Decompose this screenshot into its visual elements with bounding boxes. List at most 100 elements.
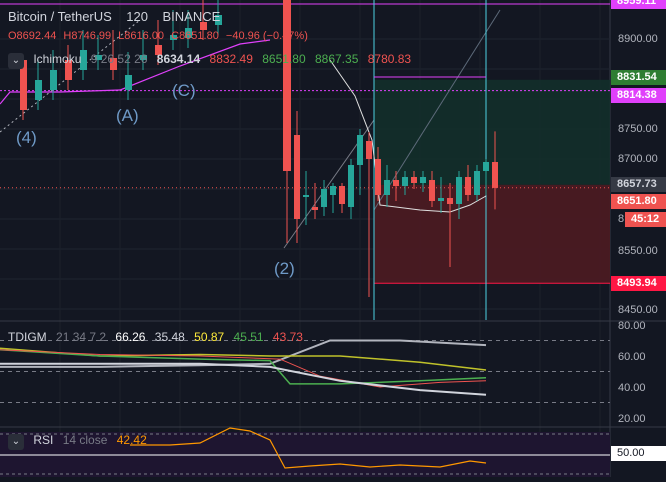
tdigm-axis-60: 60.00 bbox=[618, 351, 646, 363]
candle-body bbox=[140, 55, 147, 60]
wave-label-4: (4) bbox=[16, 128, 37, 147]
candle-body bbox=[125, 75, 132, 90]
candle-body bbox=[185, 28, 192, 38]
candle-body bbox=[411, 177, 417, 183]
tdigm-params: 21 34 7 2 bbox=[56, 330, 107, 344]
candle-body bbox=[429, 180, 435, 201]
ichimoku-v2: 8832.49 bbox=[209, 52, 253, 66]
price-tag-top: 8959.11 bbox=[611, 0, 666, 9]
rsi-legend[interactable]: ⌄ RSI 14 close 42.42 bbox=[8, 433, 153, 450]
ohlc-high: H8746.99 bbox=[63, 30, 112, 42]
chevron-down-icon[interactable]: ⌄ bbox=[8, 434, 24, 450]
candle-body bbox=[474, 171, 480, 195]
tdigm-v1: 66.26 bbox=[115, 330, 146, 344]
symbol-name: Bitcoin / TetherUS bbox=[8, 9, 112, 24]
wave-label-c: (C) bbox=[172, 81, 196, 100]
ichimoku-legend[interactable]: ⌄ Ichimoku 9 26 52 26 8634.14 8832.49 86… bbox=[8, 52, 417, 69]
axis-label-8450: 8450.00 bbox=[618, 304, 658, 316]
candle-body bbox=[339, 186, 345, 204]
ohlc-close: C8651.80 bbox=[171, 30, 219, 42]
interval-label[interactable]: 120 bbox=[126, 9, 148, 24]
candle-body bbox=[348, 165, 354, 207]
rsi-params: 14 close bbox=[62, 433, 108, 447]
price-tag-green: 8831.54 bbox=[611, 70, 666, 85]
wave-label-2: (2) bbox=[274, 259, 295, 278]
axis-label-8700: 8700.00 bbox=[618, 153, 658, 165]
trend-line-proj bbox=[373, 9, 501, 211]
price-tag-last: 8651.80 bbox=[611, 194, 666, 209]
candle-body bbox=[456, 177, 462, 204]
candle-body bbox=[35, 80, 42, 100]
ichimoku-params: 9 26 52 26 bbox=[90, 52, 148, 66]
tdigm-v5: 43.73 bbox=[272, 330, 303, 344]
candle-body bbox=[357, 135, 363, 165]
axis-label-8900: 8900.00 bbox=[618, 33, 658, 45]
candle-body bbox=[283, 0, 291, 171]
wave-label-a: (A) bbox=[116, 106, 139, 125]
candle-body bbox=[215, 15, 222, 25]
rsi-value: 42.42 bbox=[116, 433, 147, 447]
tdigm-v3: 50.87 bbox=[194, 330, 225, 344]
candle-body bbox=[393, 180, 399, 186]
candle-body bbox=[20, 60, 27, 110]
candle-body bbox=[110, 58, 117, 70]
tdigm-signal-red bbox=[0, 349, 487, 388]
candle-body bbox=[303, 195, 309, 197]
tdigm-axis-40: 40.00 bbox=[618, 382, 646, 394]
price-tag-magenta: 8814.38 bbox=[611, 88, 666, 103]
candle-body bbox=[447, 198, 453, 204]
candle-body bbox=[465, 177, 471, 195]
candle-body bbox=[65, 60, 72, 80]
candle-body bbox=[170, 35, 177, 40]
candle-body bbox=[321, 189, 327, 207]
price-tag-current: 8657.73 bbox=[611, 177, 666, 192]
axis-label-8750: 8750.00 bbox=[618, 123, 658, 135]
tdigm-legend[interactable]: TDIGM 21 34 7 2 66.26 35.48 50.87 45.51 … bbox=[8, 330, 309, 344]
axis-label-8600: 8 bbox=[618, 213, 625, 225]
candle-body bbox=[95, 55, 102, 60]
loss-zone bbox=[374, 184, 610, 284]
tdigm-upper-band bbox=[0, 339, 487, 368]
ohlc-low: L8616.00 bbox=[118, 30, 165, 42]
ichimoku-v3: 8651.80 bbox=[262, 52, 306, 66]
ichimoku-tenkan bbox=[329, 59, 487, 213]
tdigm-name[interactable]: TDIGM bbox=[8, 330, 47, 344]
rsi-line bbox=[130, 427, 487, 469]
chevron-down-icon[interactable]: ⌄ bbox=[8, 53, 24, 69]
candle-body bbox=[155, 45, 162, 55]
ichimoku-v5: 8780.83 bbox=[367, 52, 412, 66]
ohlc-readout: O8692.44 H8746.99 L8616.00 C8651.80 −40.… bbox=[8, 30, 312, 42]
tdigm-signal-green bbox=[0, 349, 487, 385]
tdigm-v2: 35.48 bbox=[154, 330, 185, 344]
tdigm-axis-80: 80.00 bbox=[618, 320, 646, 332]
rsi-axis-50: 50.00 bbox=[611, 446, 666, 461]
candle-body bbox=[375, 159, 381, 195]
exchange-label: BINANCE bbox=[162, 9, 221, 24]
rsi-name[interactable]: RSI bbox=[33, 433, 54, 447]
candle-body bbox=[294, 135, 300, 219]
candle-body bbox=[402, 177, 408, 186]
candle-body bbox=[420, 177, 426, 183]
ichimoku-name[interactable]: Ichimoku bbox=[33, 52, 82, 66]
candle-body bbox=[384, 180, 390, 195]
price-tag-red: 8493.94 bbox=[611, 276, 666, 291]
ohlc-change: −40.96 (−0.47%) bbox=[225, 30, 308, 42]
candle-body bbox=[330, 186, 336, 195]
tdigm-lower-band bbox=[0, 362, 487, 396]
ohlc-open: O8692.44 bbox=[8, 30, 57, 42]
tdigm-v4: 45.51 bbox=[233, 330, 264, 344]
candle-body bbox=[80, 50, 87, 70]
candle-body bbox=[492, 162, 498, 188]
axis-label-8550: 8550.00 bbox=[618, 245, 658, 257]
candle-body bbox=[483, 162, 489, 171]
ichimoku-v1: 8634.14 bbox=[156, 52, 201, 66]
countdown-tag: 45:12 bbox=[625, 212, 666, 227]
candle-body bbox=[200, 22, 207, 30]
candle-body bbox=[50, 70, 57, 90]
candle-body bbox=[438, 198, 444, 201]
symbol-title[interactable]: Bitcoin / TetherUS 120 BINANCE bbox=[8, 9, 220, 24]
ichimoku-v4: 8867.35 bbox=[314, 52, 359, 66]
tdigm-axis-20: 20.00 bbox=[618, 413, 646, 425]
